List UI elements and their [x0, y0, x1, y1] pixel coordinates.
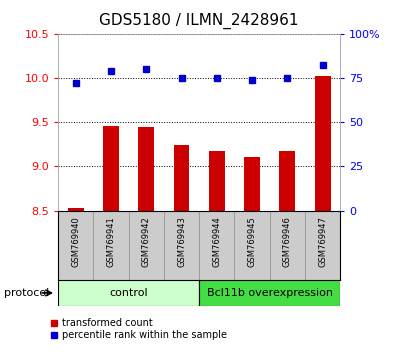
Bar: [199, 280, 340, 306]
Text: Bcl11b overexpression: Bcl11b overexpression: [207, 288, 333, 298]
Text: GSM769941: GSM769941: [107, 216, 115, 267]
Bar: [209, 152, 225, 211]
Bar: [138, 127, 154, 211]
Title: GDS5180 / ILMN_2428961: GDS5180 / ILMN_2428961: [100, 13, 299, 29]
Text: GSM769940: GSM769940: [71, 216, 80, 267]
Text: protocol: protocol: [4, 288, 49, 298]
Text: GSM769945: GSM769945: [248, 216, 256, 267]
Text: control: control: [109, 288, 148, 298]
Bar: [173, 145, 190, 211]
Bar: [58, 280, 199, 306]
Bar: [244, 157, 260, 211]
Legend: transformed count, percentile rank within the sample: transformed count, percentile rank withi…: [46, 315, 231, 344]
Text: GSM769946: GSM769946: [283, 216, 292, 267]
Bar: [103, 126, 119, 211]
Bar: [279, 152, 295, 211]
Text: GSM769947: GSM769947: [318, 216, 327, 267]
Text: GSM769942: GSM769942: [142, 216, 151, 267]
Bar: [68, 208, 84, 211]
Text: GSM769944: GSM769944: [212, 216, 221, 267]
Bar: [315, 76, 331, 211]
Text: GSM769943: GSM769943: [177, 216, 186, 267]
